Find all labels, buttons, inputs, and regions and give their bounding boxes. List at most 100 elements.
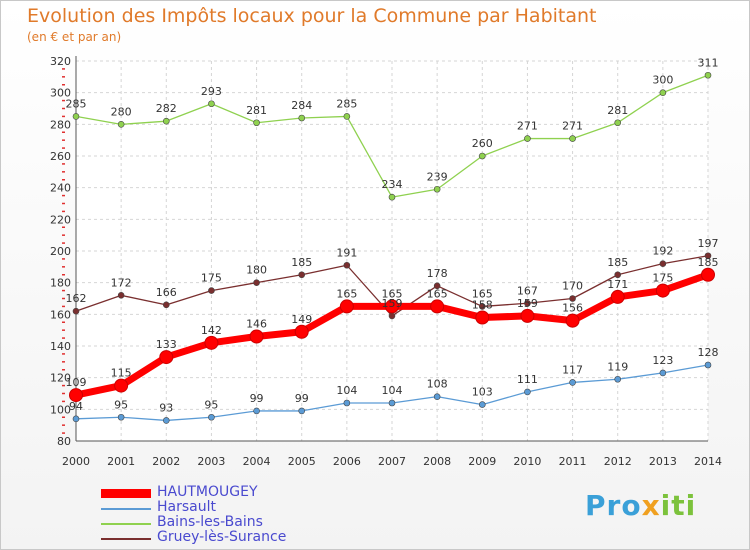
- data-label: 103: [472, 386, 493, 399]
- x-tick-label: 2000: [62, 455, 90, 468]
- y-tick-label: 200: [50, 245, 71, 258]
- y-tick-label: 260: [50, 150, 71, 163]
- data-label: 311: [698, 56, 719, 69]
- data-point: [478, 152, 486, 160]
- data-label: 123: [652, 354, 673, 367]
- data-label: 285: [66, 97, 87, 110]
- data-point: [253, 279, 260, 286]
- data-label: 115: [111, 367, 132, 380]
- data-point: [655, 283, 670, 298]
- data-point: [72, 307, 80, 315]
- data-label: 180: [246, 264, 267, 277]
- data-label: 293: [201, 85, 222, 98]
- y-tick-label: 120: [50, 372, 71, 385]
- data-label: 104: [382, 384, 403, 397]
- data-point: [69, 388, 83, 403]
- y-tick-label: 240: [50, 182, 71, 195]
- data-point: [614, 271, 622, 279]
- data-point: [569, 135, 576, 142]
- y-tick-label: 320: [50, 55, 71, 68]
- x-tick-label: 2006: [333, 455, 361, 468]
- data-point: [208, 413, 215, 421]
- data-label: 142: [201, 324, 222, 337]
- y-tick-label: 220: [50, 213, 71, 226]
- data-point: [72, 113, 80, 120]
- data-label: 281: [607, 104, 628, 117]
- data-point: [298, 114, 306, 122]
- data-label: 162: [66, 292, 87, 305]
- data-point: [524, 388, 531, 396]
- data-label: 159: [382, 297, 403, 310]
- y-tick-label: 80: [57, 435, 71, 448]
- data-point: [208, 100, 215, 108]
- data-point: [433, 393, 441, 400]
- data-point: [478, 303, 486, 310]
- data-label: 165: [427, 287, 448, 300]
- data-label: 99: [295, 392, 309, 405]
- y-tick-label: 140: [50, 340, 71, 353]
- data-label: 167: [517, 284, 538, 297]
- data-point: [343, 113, 351, 120]
- data-point: [339, 299, 354, 314]
- data-label: 178: [427, 267, 448, 280]
- data-point: [433, 282, 441, 290]
- data-point: [614, 119, 622, 127]
- data-label: 197: [698, 237, 719, 250]
- data-point: [117, 292, 125, 299]
- data-point: [162, 117, 170, 125]
- x-tick-label: 2012: [604, 455, 632, 468]
- y-tick-label: 180: [50, 277, 71, 290]
- axes: 80 100 120 140 160 180 200 220 240 260 280 300 320 20…: [50, 55, 722, 468]
- data-label: 185: [607, 256, 628, 269]
- x-tick-label: 2005: [288, 455, 316, 468]
- data-point: [385, 299, 399, 314]
- data-label: 185: [698, 256, 719, 269]
- data-point: [343, 261, 351, 269]
- y-tick-label: 160: [50, 308, 71, 321]
- data-label: 95: [114, 398, 128, 411]
- data-label: 165: [382, 287, 403, 300]
- data-label: 170: [562, 280, 583, 293]
- data-point: [72, 415, 80, 423]
- legend-label: Gruey-lès-Surance: [157, 529, 287, 545]
- data-point: [162, 417, 170, 424]
- data-label: 158: [472, 299, 493, 312]
- legend-swatch: [101, 538, 151, 540]
- data-label: 281: [246, 104, 267, 117]
- logo-part-1: Pro: [585, 489, 642, 522]
- data-label: 128: [698, 346, 719, 359]
- chart-title: Evolution des Impôts locaux pour la Comm…: [27, 5, 597, 27]
- y-tick-label: 300: [50, 87, 71, 100]
- x-tick-label: 2004: [243, 455, 271, 468]
- logo-part-3: iti: [660, 489, 697, 522]
- data-label: 93: [159, 401, 173, 414]
- data-point: [388, 193, 396, 201]
- data-point: [208, 287, 215, 294]
- data-label: 133: [156, 338, 177, 351]
- data-label: 159: [517, 297, 538, 310]
- data-point: [253, 407, 260, 415]
- data-label: 94: [69, 400, 83, 413]
- data-label: 146: [246, 318, 267, 331]
- data-point: [343, 399, 351, 407]
- legend-label: Harsault: [157, 499, 216, 515]
- data-point: [204, 335, 219, 350]
- data-point: [388, 312, 396, 320]
- logo-part-2: x: [641, 489, 661, 522]
- x-tick-label: 2001: [107, 455, 135, 468]
- data-label: 175: [652, 272, 673, 285]
- x-tick-label: 2003: [197, 455, 225, 468]
- series-lines: [69, 71, 715, 424]
- data-point: [704, 252, 712, 260]
- data-point: [475, 310, 490, 325]
- data-point: [565, 313, 580, 328]
- data-point: [253, 119, 260, 127]
- data-label: 166: [156, 286, 177, 299]
- data-label: 108: [427, 378, 448, 391]
- y-tick-label: 280: [50, 118, 71, 131]
- data-point: [569, 379, 576, 386]
- gridlines: [75, 60, 709, 442]
- data-point: [478, 401, 486, 408]
- data-point: [704, 361, 712, 369]
